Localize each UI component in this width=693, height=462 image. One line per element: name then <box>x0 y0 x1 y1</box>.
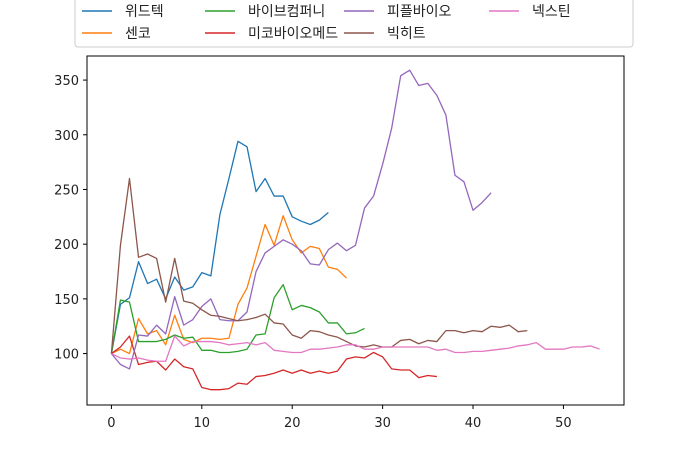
x-tick-label: 0 <box>107 416 115 431</box>
y-tick-label: 350 <box>54 74 79 89</box>
y-tick-label: 100 <box>54 348 79 363</box>
x-tick-label: 20 <box>284 416 301 431</box>
series-line-5 <box>110 69 492 370</box>
legend-label-2: 센코 <box>125 26 151 42</box>
x-tick-label: 50 <box>555 416 572 431</box>
legend-label-6: 빅히트 <box>387 26 426 42</box>
series-line-1 <box>110 140 329 354</box>
legend-label-4: 미코바이오메드 <box>248 26 338 42</box>
x-tick-label: 10 <box>194 416 211 431</box>
series-line-6 <box>110 177 528 354</box>
y-tick-label: 150 <box>54 293 79 308</box>
series-line-2 <box>111 215 347 355</box>
legend-label-1: 위드텍 <box>125 4 164 20</box>
y-tick-label: 300 <box>54 129 79 144</box>
series-line-4 <box>111 335 437 391</box>
legend-label-3: 바이브컴퍼니 <box>248 4 325 20</box>
plot-area: 0 10 20 30 40 50 100 150 200 250 300 350 <box>54 55 625 431</box>
series-line-3 <box>110 284 365 354</box>
y-tick-label: 200 <box>54 238 79 253</box>
axes-frame <box>86 55 625 406</box>
legend-label-7: 넥스틴 <box>532 4 571 20</box>
series-line-7 <box>111 335 600 362</box>
x-tick-label: 40 <box>465 416 482 431</box>
y-tick-label: 250 <box>54 183 79 198</box>
legend-label-5: 피플바이오 <box>387 4 452 20</box>
x-tick-label: 30 <box>374 416 391 431</box>
